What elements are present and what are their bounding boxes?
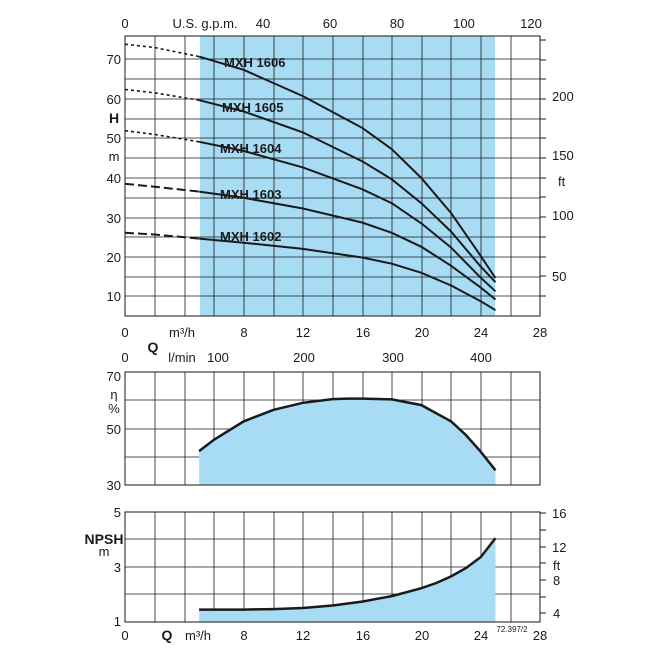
npsh-area [199,538,496,622]
flow-tick-8: 8 [240,325,247,340]
head-feet-axis-ticks [540,39,546,297]
curve-extension-mxh-1604 [124,129,200,143]
q-axis-label-bottom: Q [162,627,173,643]
curve-label-mxh-1604: MXH 1604 [220,141,282,156]
efficiency-plot-frame [124,371,541,486]
curve-extension-mxh-1602 [124,231,200,240]
h-tick-10: 10 [107,289,121,304]
curve-mxh-1602 [199,237,497,312]
h-tick-50: 50 [107,131,121,146]
efficiency-panel: 0 l/min 100 200 300 400 Q 70 η % 50 30 [107,339,541,493]
efficiency-area [199,398,496,485]
npsh-flow-tick-28: 28 [533,628,547,643]
npsh-tick-5: 5 [114,505,121,520]
npsh-unit-label: m [99,544,110,559]
lmin-tick-200: 200 [293,350,315,365]
curve-label-mxh-1602: MXH 1602 [220,229,281,244]
gpm-tick-100: 100 [453,16,475,31]
npsh-flow-tick-8: 8 [240,628,247,643]
npsh-plot-frame [124,511,541,623]
curve-label-mxh-1603: MXH 1603 [220,187,281,202]
figure-code: 72.397/2 [496,625,528,634]
gpm-tick-60: 60 [323,16,337,31]
q-axis-label-mid: Q [148,339,159,355]
lmin-tick-300: 300 [382,350,404,365]
h-tick-20: 20 [107,250,121,265]
curve-mxh-1603 [198,190,497,301]
eta-unit-label: % [108,401,120,416]
curve-extension-mxh-1605 [124,88,200,101]
npsh-feet-axis-ticks [540,512,546,614]
h-tick-30: 30 [107,211,121,226]
npsh-ft-tick-4: 4 [553,606,560,621]
gpm-tick-80: 80 [390,16,404,31]
flow-tick-16: 16 [356,325,370,340]
h-unit-label: m [109,149,120,164]
npsh-panel: 5 NPSH m 3 1 16 12 ft 8 4 0 Q m³/h 8 12 … [85,505,567,643]
eta-tick-50: 50 [107,422,121,437]
curve-mxh-1604 [198,140,497,293]
npsh-curve [199,537,497,611]
h-tick-60: 60 [107,92,121,107]
flow-tick-24: 24 [474,325,488,340]
head-grid [125,36,540,316]
curve-mxh-1606 [198,55,497,279]
npsh-flow-tick-20: 20 [415,628,429,643]
lmin-tick-100: 100 [207,350,229,365]
npsh-flow-tick-24: 24 [474,628,488,643]
head-curve-panel: 0 U.S. g.p.m. 40 60 80 100 120 70 60 H 5… [107,16,574,340]
npsh-ft-tick-12: 12 [552,540,566,555]
curve-mxh-1605 [198,99,497,283]
ft-tick-100: 100 [552,208,574,223]
h-axis-label: H [109,110,119,126]
curve-label-mxh-1605: MXH 1605 [222,100,283,115]
ft-tick-150: 150 [552,148,574,163]
head-plot-frame [124,35,541,317]
eta-axis-label: η [110,387,117,402]
curve-label-mxh-1606: MXH 1606 [224,55,285,70]
npsh-axis-label: NPSH [85,531,124,547]
flow-tick-20: 20 [415,325,429,340]
h-tick-70: 70 [107,52,121,67]
npsh-ft-tick-8: 8 [553,573,560,588]
npsh-ft-axis-label: ft [553,558,561,573]
npsh-flow-axis-label: m³/h [185,628,211,643]
h-tick-40: 40 [107,171,121,186]
head-curves [124,43,497,312]
npsh-flow-tick-12: 12 [296,628,310,643]
npsh-tick-1: 1 [114,614,121,629]
flow-tick-0: 0 [121,325,128,340]
lmin-axis-label: l/min [168,350,195,365]
curve-extension-mxh-1606 [124,43,200,58]
ft-axis-label: ft [558,174,566,189]
curve-extension-mxh-1603 [124,182,200,193]
lmin-tick-400: 400 [470,350,492,365]
npsh-ft-tick-16: 16 [552,506,566,521]
flow-tick-12: 12 [296,325,310,340]
npsh-tick-3: 3 [114,560,121,575]
lmin-tick-0: 0 [121,350,128,365]
gpm-axis-label: U.S. g.p.m. [172,16,237,31]
flow-axis-label: m³/h [169,325,195,340]
ft-tick-50: 50 [552,269,566,284]
npsh-flow-tick-0: 0 [121,628,128,643]
eta-tick-30: 30 [107,478,121,493]
gpm-tick-0: 0 [121,16,128,31]
ft-tick-200: 200 [552,89,574,104]
flow-tick-28: 28 [533,325,547,340]
gpm-tick-40: 40 [256,16,270,31]
eta-tick-70: 70 [107,369,121,384]
head-shaded-area [200,36,495,316]
npsh-flow-tick-16: 16 [356,628,370,643]
efficiency-curve [198,397,497,472]
gpm-tick-120: 120 [520,16,542,31]
